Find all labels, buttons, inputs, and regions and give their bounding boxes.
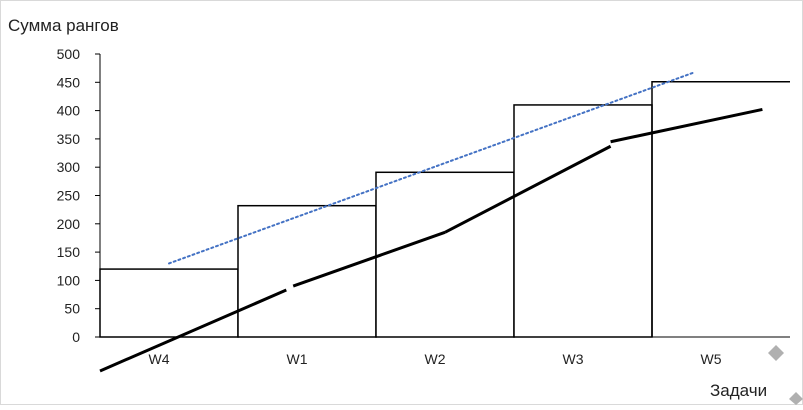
y-tick-label: 450 — [57, 74, 81, 90]
y-tick-label: 300 — [57, 159, 81, 175]
trend-line — [168, 71, 695, 265]
x-tick-label: W4 — [149, 351, 170, 367]
y-tick-label: 400 — [57, 103, 81, 119]
bar — [237, 204, 377, 338]
black-line-segment — [444, 144, 612, 234]
x-tick-label: W3 — [563, 351, 584, 367]
diamond-decoration — [768, 345, 784, 361]
x-tick-label: W5 — [701, 351, 722, 367]
y-axis-title: Сумма рангов — [8, 16, 119, 35]
bar — [99, 268, 239, 338]
y-tick-label: 200 — [57, 216, 81, 232]
bar — [375, 171, 515, 338]
y-tick-label: 500 — [57, 46, 81, 62]
x-tick-label: W1 — [287, 351, 308, 367]
black-line-segment — [99, 288, 287, 373]
bar — [513, 104, 653, 338]
y-tick-label: 350 — [57, 131, 81, 147]
y-tick-label: 100 — [57, 272, 81, 288]
x-axis-title: Задачи — [710, 381, 767, 400]
black-line-segment — [292, 230, 446, 288]
x-tick-label: W2 — [425, 351, 446, 367]
diamond-decoration — [789, 392, 803, 405]
y-tick-label: 150 — [57, 244, 81, 260]
y-tick-label: 50 — [64, 301, 80, 317]
bar — [651, 80, 790, 337]
plot-area: 0 50 100 150 200 250 300 350 400 450 500 W4 W1 W2 W3 W5 — [57, 46, 803, 405]
black-line-segment — [610, 108, 763, 144]
y-tick-label: 250 — [57, 188, 81, 204]
y-tick-label: 0 — [72, 329, 80, 345]
